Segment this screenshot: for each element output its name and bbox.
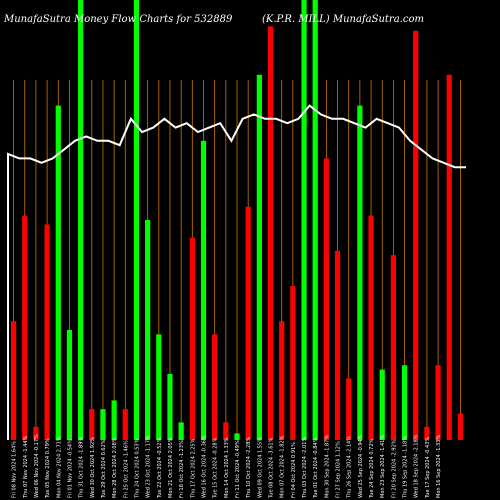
x-axis-labels: Fri 08 Nov 2024 1.64% Thu 07 Nov 2024 -1.…	[12, 434, 443, 499]
bar	[334, 250, 341, 440]
bar	[290, 286, 296, 440]
bar	[301, 0, 307, 440]
x-tick-label: Fri 11 Oct 2024 -0.49%	[235, 440, 241, 498]
x-tick-label: Thu 19 Sep 2024 -1.18%	[403, 436, 409, 499]
bar	[390, 255, 396, 440]
x-tick-label: Tue 01 Oct 2024 -0.84%	[313, 437, 319, 499]
bar	[22, 215, 28, 440]
x-tick-label: Mon 30 Sep 2024 -1.87%	[324, 435, 330, 498]
bar	[279, 321, 285, 440]
x-tick-label: Mon 14 Oct 2024 1.33%	[224, 437, 230, 498]
bar	[323, 158, 329, 440]
bar	[10, 321, 17, 440]
x-tick-label: Fri 01 Nov 2024 -0.54%	[67, 439, 73, 498]
x-tick-label: Fri 25 Oct 2024 -1.46%	[123, 440, 129, 498]
x-tick-label: Tue 29 Oct 2024 0.62%	[101, 439, 107, 499]
bar	[357, 105, 363, 440]
bar	[401, 365, 408, 440]
x-tick-label: Wed 30 Oct 2024 1.92%	[90, 437, 96, 498]
x-tick-label: Mon 21 Oct 2024 2.05%	[168, 437, 174, 498]
x-tick-label: Fri 20 Sep 2024 -2.92%	[391, 439, 397, 498]
x-tick-label: Tue 05 Nov 2024 0.79%	[45, 438, 51, 499]
x-tick-label: Wed 23 Oct 2024 -1.17%	[146, 435, 152, 498]
x-tick-label: Mon 28 Oct 2024 2.08%	[112, 437, 118, 498]
x-tick-label: Thu 03 Oct 2024 -2.01%	[302, 437, 308, 499]
x-tick-label: Fri 18 Oct 2024 -1.23%	[179, 440, 185, 498]
bar	[346, 378, 352, 440]
bar	[167, 374, 173, 440]
x-tick-label: Wed 18 Sep 2024 -2.18%	[414, 434, 420, 498]
bar-series	[10, 0, 464, 441]
x-tick-label: Wed 25 Sep 2024 -0.94%	[358, 434, 364, 498]
bar	[312, 0, 318, 440]
x-tick-label: Tue 22 Oct 2024 -0.52%	[157, 437, 163, 499]
x-tick-label: Mon 07 Oct 2024 -1.82%	[280, 435, 286, 498]
x-tick-label: Thu 24 Oct 2024 0.53%	[135, 438, 141, 499]
bar	[413, 30, 419, 441]
x-tick-label: Fri 27 Sep 2024 1.12%	[336, 441, 342, 498]
bar	[223, 422, 229, 440]
x-tick-label: Tue 08 Oct 2024 -3.61%	[269, 437, 275, 499]
bar	[379, 369, 385, 440]
x-tick-label: Wed 16 Oct 2024 -0.36%	[202, 435, 208, 498]
bar	[122, 409, 128, 440]
bar	[89, 409, 95, 440]
bar	[446, 74, 452, 441]
bar	[156, 334, 162, 440]
bar	[457, 413, 464, 440]
x-tick-label: Thu 26 Sep 2024 -2.14%	[347, 436, 353, 499]
bar	[33, 426, 39, 440]
x-tick-label: Thu 31 Oct 2024 -1.89%	[79, 437, 85, 499]
bar	[178, 422, 184, 440]
x-tick-label: Thu 07 Nov 2024 -1.44%	[23, 435, 29, 499]
bar	[55, 105, 61, 440]
bar	[267, 26, 274, 441]
bar	[44, 224, 50, 440]
x-tick-label: Tue 24 Sep 2024 0.72%	[369, 438, 375, 499]
x-tick-label: Mon 16 Sep 2024 -1.33%	[436, 435, 442, 498]
chart-title: MunafaSutra Money Flow Charts for 532889	[3, 14, 233, 25]
x-tick-label: Thu 17 Oct 2024 2.25%	[190, 438, 196, 499]
bar	[234, 433, 240, 440]
x-tick-label: Mon 23 Sep 2024 -1.41%	[380, 435, 386, 498]
x-tick-label: Mon 04 Nov 2024 2.71%	[56, 436, 62, 498]
x-tick-label: Fri 04 Oct 2024 0.91%	[291, 442, 297, 498]
x-tick-label: Fri 08 Nov 2024 1.64%	[12, 441, 18, 498]
bar	[424, 426, 430, 440]
bar	[212, 334, 218, 440]
bar	[66, 330, 73, 440]
bar	[368, 215, 374, 440]
x-tick-label: Wed 09 Oct 2024 1.55%	[257, 437, 263, 498]
bar	[100, 409, 106, 440]
x-tick-label: Wed 06 Nov 2024 -0.17%	[34, 434, 40, 498]
bar	[245, 206, 251, 440]
money-flow-line	[7, 104, 466, 440]
bar	[200, 140, 207, 441]
bar	[78, 0, 84, 440]
bar	[435, 365, 441, 440]
bar	[256, 74, 262, 441]
bar	[145, 220, 151, 440]
bar	[189, 237, 195, 440]
x-tick-label: Thu 10 Oct 2024 -2.28%	[246, 437, 252, 499]
chart-title-site: (K.P.R. MILL) MunafaSutra.com	[262, 14, 424, 25]
x-tick-label: Tue 17 Sep 2024 -0.43%	[425, 437, 431, 499]
bar	[133, 0, 140, 440]
x-tick-label: Tue 15 Oct 2024 -0.28%	[213, 437, 219, 499]
bar	[111, 400, 117, 440]
